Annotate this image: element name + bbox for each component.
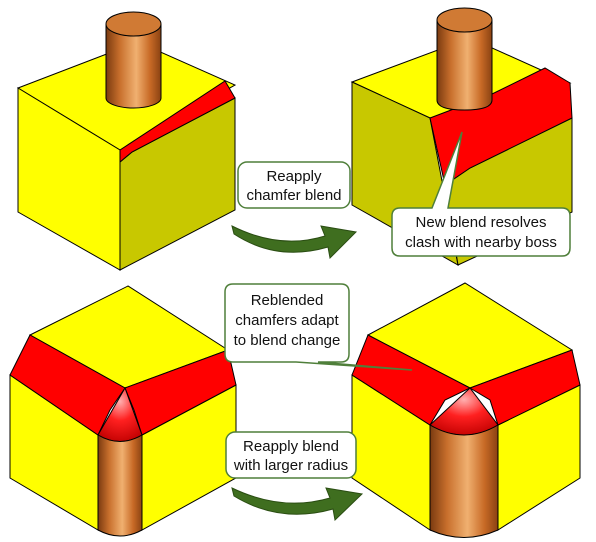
- chamfer-right: [468, 349, 581, 426]
- panel-larger-radius: [351, 282, 581, 538]
- callout-reapply-larger: Reapply blend with larger radius: [225, 431, 357, 479]
- callout-line: to blend change: [234, 332, 341, 349]
- boss-cylinder: [436, 7, 493, 111]
- callout-line: Reapply blend: [243, 438, 339, 455]
- blend-cylinder: [429, 424, 499, 538]
- callout-line: Reapply: [266, 168, 322, 185]
- callout-line: with larger radius: [233, 457, 348, 474]
- curved-arrow-icon: [231, 487, 364, 522]
- callout-new-blend: New blend resolves clash with nearby bos…: [391, 131, 571, 257]
- callout-reapply-chamfer: Reapply chamfer blend: [237, 161, 351, 209]
- blend-cylinder: [97, 434, 143, 537]
- panel-vertex-blend: [9, 285, 237, 537]
- curved-arrow-icon: [231, 225, 358, 260]
- panel-original-chamfer: [16, 11, 237, 271]
- callout-line: chamfers adapt: [235, 312, 339, 329]
- callout-line: clash with nearby boss: [405, 234, 557, 251]
- chamfer-right: [124, 349, 237, 436]
- chamfer-face: [119, 80, 236, 164]
- boss-cylinder: [105, 11, 162, 109]
- chamfer-left: [351, 334, 472, 426]
- callout-line: Reblended: [251, 292, 324, 309]
- callout-line: New blend resolves: [416, 214, 547, 231]
- chamfer-left: [9, 334, 126, 436]
- callout-line: chamfer blend: [246, 187, 341, 204]
- callout-reblended: Reblended chamfers adapt to blend change: [224, 283, 413, 371]
